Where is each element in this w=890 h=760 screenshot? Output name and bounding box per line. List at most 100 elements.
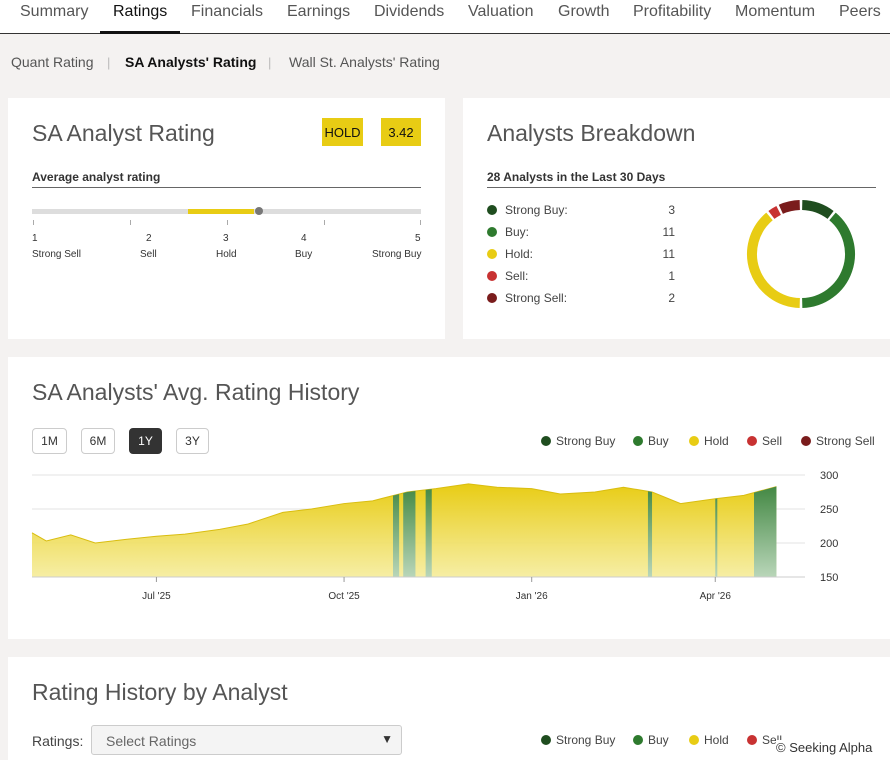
breakdown-row-sell: Sell: 1 <box>487 268 677 284</box>
hold-dot-icon <box>689 436 699 446</box>
x-tick-label: Jan '26 <box>516 591 548 602</box>
breakdown-row-strong-sell: Strong Sell: 2 <box>487 290 677 306</box>
strong-sell-dot-icon <box>801 436 811 446</box>
scale-label-sell: Sell <box>140 249 157 260</box>
donut-slice-hold <box>747 212 801 308</box>
breakdown-count: 3 <box>668 203 675 217</box>
scale-number: 5 <box>415 233 421 244</box>
tab-dividends[interactable]: Dividends <box>374 3 445 20</box>
breakdown-row-buy: Buy: 11 <box>487 224 677 240</box>
sell-dot-icon <box>487 271 497 281</box>
buy-band <box>393 483 400 577</box>
chevron-down-icon: ▼ <box>381 732 393 746</box>
divider <box>32 187 421 188</box>
buy-dot-icon <box>487 227 497 237</box>
scale-tick <box>324 220 325 225</box>
legend-label: Buy <box>648 434 669 448</box>
legend-strong-buy: Strong Buy <box>541 434 615 448</box>
hold-dot-icon <box>689 735 699 745</box>
sa-analyst-rating-card <box>8 98 445 339</box>
strong-buy-dot-icon <box>541 436 551 446</box>
scale-number: 2 <box>146 233 152 244</box>
legend-label: Buy <box>648 733 669 747</box>
buy-band <box>715 483 718 577</box>
legend-sell: Sell <box>747 434 782 448</box>
tab-valuation[interactable]: Valuation <box>468 3 534 20</box>
breakdown-count: 11 <box>662 247 675 261</box>
scale-tick <box>33 220 34 225</box>
buy-band <box>797 470 801 577</box>
x-tick-label: Jul '25 <box>142 591 171 602</box>
legend-label: Strong Buy <box>556 733 616 747</box>
hold-area-outline <box>31 483 777 544</box>
sell-dot-icon <box>747 735 757 745</box>
scale-tick <box>420 220 421 225</box>
subtab-wall-st-rating[interactable]: Wall St. Analysts' Rating <box>289 54 440 70</box>
breakdown-row-strong-buy: Strong Buy: 3 <box>487 202 677 218</box>
legend-hold: Hold <box>689 733 729 747</box>
tab-financials[interactable]: Financials <box>191 3 264 20</box>
tab-ratings[interactable]: Ratings <box>113 3 168 20</box>
subtab-sa-analysts-rating[interactable]: SA Analysts' Rating <box>125 54 257 70</box>
legend-strong-sell: Strong Sell <box>801 434 875 448</box>
range-1y-button[interactable]: 1Y <box>129 428 162 454</box>
legend-label: Strong Buy <box>556 434 616 448</box>
breakdown-label: Buy: <box>505 225 530 239</box>
legend-label: Sell <box>762 434 783 448</box>
rating-scale-marker <box>255 207 263 215</box>
tab-summary[interactable]: Summary <box>20 3 89 20</box>
buy-dot-icon <box>633 735 643 745</box>
sell-dot-icon <box>747 436 757 446</box>
y-tick-label: 250 <box>820 504 838 516</box>
donut-slice-sell <box>768 205 782 219</box>
rating-card-title: SA Analyst Rating <box>32 120 215 146</box>
ratings-select[interactable]: Select Ratings ▼ <box>91 725 402 755</box>
buy-band <box>425 483 432 577</box>
breakdown-label: Sell: <box>505 269 529 283</box>
tab-growth[interactable]: Growth <box>558 3 610 20</box>
hold-badge: HOLD <box>322 118 363 146</box>
breakdown-count: 11 <box>662 225 675 239</box>
tab-peers[interactable]: Peers <box>839 3 881 20</box>
breakdown-count: 1 <box>668 269 675 283</box>
strong-buy-dot-icon <box>487 205 497 215</box>
breakdown-label: Strong Buy: <box>505 203 568 217</box>
legend-label: Hold <box>704 733 729 747</box>
legend-label: Hold <box>704 434 729 448</box>
breakdown-label: Strong Sell: <box>505 291 568 305</box>
scale-number: 3 <box>223 233 229 244</box>
subtab-quant-rating[interactable]: Quant Rating <box>11 54 94 70</box>
buy-dot-icon <box>633 436 643 446</box>
history-title: SA Analysts' Avg. Rating History <box>32 379 360 405</box>
scale-label-hold: Hold <box>216 249 237 260</box>
strong-buy-dot-icon <box>541 735 551 745</box>
tab-earnings[interactable]: Earnings <box>287 3 351 20</box>
tab-profitability[interactable]: Profitability <box>633 3 712 20</box>
legend-strong-buy: Strong Buy <box>541 733 615 747</box>
breakdown-label: Hold: <box>505 247 534 261</box>
active-tab-underline <box>100 31 180 34</box>
scale-number: 4 <box>301 233 307 244</box>
scale-label-buy: Buy <box>295 249 313 260</box>
range-3y-button[interactable]: 3Y <box>176 428 209 454</box>
legend-buy: Buy <box>633 434 669 448</box>
x-tick-label: Oct '25 <box>328 591 360 602</box>
range-6m-button[interactable]: 6M <box>81 428 115 454</box>
breakdown-row-hold: Hold: 11 <box>487 246 677 262</box>
ratings-top-nav: Summary Ratings Financials Earnings Divi… <box>0 0 890 34</box>
tab-momentum[interactable]: Momentum <box>735 3 816 20</box>
donut-slice-strong-sell <box>778 200 801 214</box>
scale-label-strong-sell: Strong Sell <box>32 249 81 260</box>
breakdown-title: Analysts Breakdown <box>487 120 696 146</box>
average-rating-heading: Average analyst rating <box>32 170 161 184</box>
legend-label: Strong Sell <box>816 434 875 448</box>
y-tick-label: 300 <box>820 470 838 482</box>
range-1m-button[interactable]: 1M <box>32 428 67 454</box>
analyst-history-title: Rating History by Analyst <box>32 679 288 705</box>
scale-label-strong-buy: Strong Buy <box>372 249 422 260</box>
analysts-count-heading: 28 Analysts in the Last 30 Days <box>487 170 666 184</box>
rating-scale-hold-segment <box>188 209 254 214</box>
donut-slice-strong-buy <box>801 200 834 220</box>
y-tick-label: 200 <box>820 538 838 550</box>
ratings-select-placeholder: Select Ratings <box>106 733 197 749</box>
